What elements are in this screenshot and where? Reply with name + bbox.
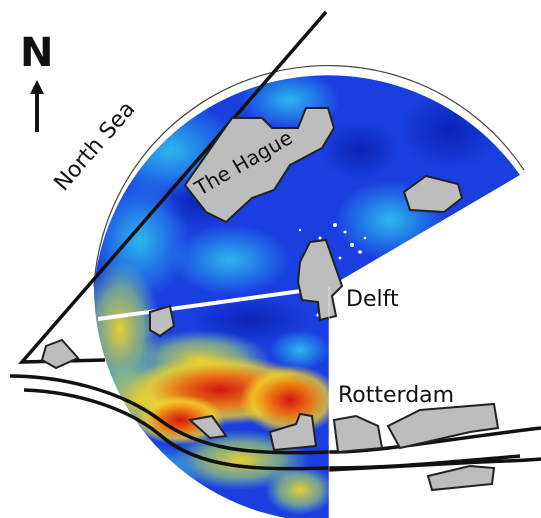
city-the-hague bbox=[183, 107, 336, 224]
city-south-1 bbox=[187, 414, 228, 440]
label-rotterdam: Rotterdam bbox=[338, 383, 454, 408]
city-west bbox=[149, 304, 176, 338]
label-delft: Delft bbox=[346, 287, 399, 312]
city-coast bbox=[40, 338, 80, 370]
range-ring bbox=[93, 64, 525, 288]
city-areas bbox=[40, 107, 500, 492]
city-south-2 bbox=[268, 412, 318, 452]
city-rotterdam-3 bbox=[426, 464, 496, 492]
city-delft bbox=[296, 238, 344, 322]
north-letter: N bbox=[20, 30, 53, 76]
city-rotterdam-2 bbox=[386, 402, 500, 450]
north-arrow-icon bbox=[30, 80, 44, 132]
city-east-town bbox=[402, 174, 464, 214]
city-rotterdam-1 bbox=[332, 414, 384, 454]
radar-beam bbox=[97, 285, 331, 321]
